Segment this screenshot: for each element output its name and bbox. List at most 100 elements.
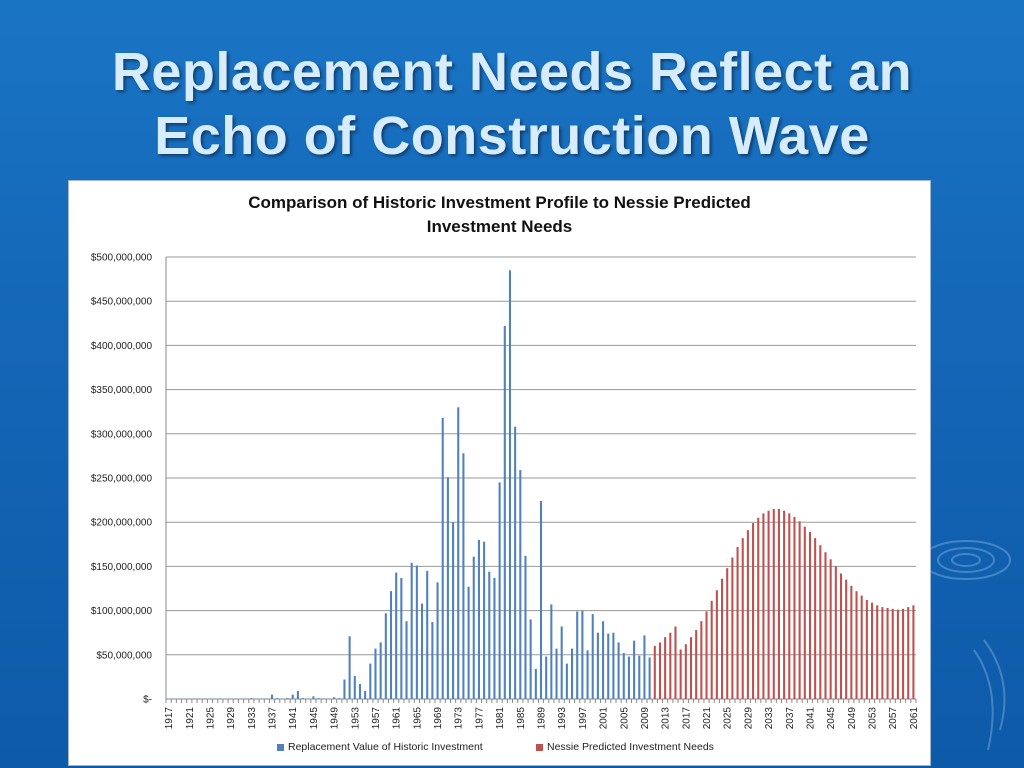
y-tick-label: $50,000,000 bbox=[96, 650, 152, 661]
bar-historic bbox=[219, 698, 222, 700]
x-tick-label: 1961 bbox=[392, 707, 403, 730]
x-tick-label: 1997 bbox=[578, 707, 589, 730]
x-tick-label: 1969 bbox=[433, 707, 444, 730]
bar-nessie bbox=[855, 591, 858, 699]
bar-nessie bbox=[798, 521, 801, 699]
bar-historic bbox=[550, 604, 553, 699]
x-tick-label: 1965 bbox=[412, 707, 423, 730]
bar-nessie bbox=[679, 649, 682, 699]
x-tick-label: 1933 bbox=[247, 707, 258, 730]
bar-nessie bbox=[658, 642, 661, 699]
chart-title-line1: Comparison of Historic Investment Profil… bbox=[248, 193, 751, 212]
y-tick-label: $150,000,000 bbox=[91, 562, 153, 573]
bar-historic bbox=[281, 698, 284, 700]
bar-historic bbox=[353, 676, 356, 699]
bar-historic bbox=[188, 698, 191, 700]
y-tick-label: $350,000,000 bbox=[91, 385, 153, 396]
bar-nessie bbox=[772, 508, 775, 699]
bar-historic bbox=[602, 621, 605, 699]
x-tick-label: 1953 bbox=[350, 707, 361, 730]
bar-nessie bbox=[674, 626, 677, 699]
bar-historic bbox=[607, 633, 610, 699]
bar-nessie bbox=[736, 546, 739, 699]
bar-historic bbox=[405, 621, 408, 699]
bar-historic bbox=[348, 636, 351, 699]
x-tick-label: 2041 bbox=[805, 707, 816, 730]
bar-historic bbox=[477, 539, 480, 699]
legend-swatch-historic bbox=[277, 743, 284, 751]
bar-historic bbox=[234, 698, 237, 700]
bar-nessie bbox=[860, 595, 863, 699]
bar-historic bbox=[312, 696, 315, 699]
bar-nessie bbox=[814, 538, 817, 699]
bar-nessie bbox=[793, 516, 796, 699]
bar-historic bbox=[208, 698, 211, 700]
x-tick-label: 1981 bbox=[495, 707, 506, 730]
bar-nessie bbox=[808, 531, 811, 699]
bar-historic bbox=[555, 648, 558, 699]
x-tick-label: 2025 bbox=[723, 707, 734, 730]
bar-nessie bbox=[741, 538, 744, 699]
bar-nessie bbox=[819, 545, 822, 699]
bar-historic bbox=[627, 656, 630, 699]
bar-historic bbox=[622, 653, 625, 699]
bar-historic bbox=[436, 582, 439, 699]
bar-historic bbox=[389, 591, 393, 699]
bar-historic bbox=[214, 698, 217, 700]
bar-nessie bbox=[834, 566, 837, 699]
bar-nessie bbox=[886, 607, 889, 699]
bar-historic bbox=[643, 635, 646, 699]
x-tick-label: 2029 bbox=[743, 707, 754, 730]
bar-nessie bbox=[788, 513, 791, 699]
bar-nessie bbox=[767, 510, 770, 699]
bar-historic bbox=[358, 683, 361, 699]
x-tick-label: 2037 bbox=[785, 707, 796, 730]
bar-nessie bbox=[710, 600, 713, 699]
x-tick-label: 1921 bbox=[185, 707, 196, 730]
ripple-decoration bbox=[921, 540, 1011, 751]
bar-historic bbox=[271, 694, 274, 699]
x-tick-label: 2049 bbox=[847, 707, 858, 730]
bar-historic bbox=[426, 570, 429, 699]
bar-historic bbox=[327, 698, 330, 700]
chart-panel: Comparison of Historic Investment Profil… bbox=[68, 180, 931, 766]
y-tick-label: $450,000,000 bbox=[91, 297, 153, 308]
bar-nessie bbox=[881, 607, 884, 699]
bar-historic bbox=[421, 603, 424, 699]
bar-historic bbox=[172, 698, 175, 700]
bar-nessie bbox=[902, 608, 905, 699]
bar-historic bbox=[343, 679, 346, 699]
bar-historic bbox=[183, 698, 186, 700]
bar-historic bbox=[441, 417, 444, 699]
x-tick-label: 1977 bbox=[474, 707, 485, 730]
bar-historic bbox=[581, 610, 584, 699]
bar-nessie bbox=[705, 611, 708, 699]
x-tick-label: 1929 bbox=[226, 707, 237, 730]
y-tick-label: $200,000,000 bbox=[91, 518, 153, 529]
slide-title-line2: Echo of Construction Wave bbox=[154, 106, 870, 166]
bar-historic bbox=[317, 698, 320, 699]
bar-historic bbox=[431, 622, 434, 699]
bar-historic bbox=[565, 663, 568, 699]
bar-historic bbox=[446, 477, 449, 699]
bar-historic bbox=[410, 562, 413, 699]
bar-historic bbox=[307, 698, 310, 700]
x-tick-label: 1993 bbox=[557, 707, 568, 730]
bar-nessie bbox=[845, 579, 848, 699]
bar-historic bbox=[508, 270, 511, 699]
bar-nessie bbox=[762, 513, 765, 699]
legend-label-nessie: Nessie Predicted Investment Needs bbox=[547, 741, 714, 753]
bar-historic bbox=[369, 663, 372, 699]
bar-historic bbox=[452, 522, 455, 699]
bar-historic bbox=[395, 572, 398, 699]
y-tick-label: $250,000,000 bbox=[91, 474, 153, 485]
legend-label-historic: Replacement Value of Historic Investment bbox=[288, 741, 483, 753]
y-tick-label: $300,000,000 bbox=[91, 429, 153, 440]
bar-historic bbox=[514, 426, 517, 699]
bar-nessie bbox=[896, 609, 899, 699]
bar-historic bbox=[286, 698, 289, 699]
bar-historic bbox=[239, 698, 243, 700]
bar-historic bbox=[498, 482, 501, 699]
bar-historic bbox=[229, 698, 232, 700]
bar-historic bbox=[193, 698, 196, 700]
